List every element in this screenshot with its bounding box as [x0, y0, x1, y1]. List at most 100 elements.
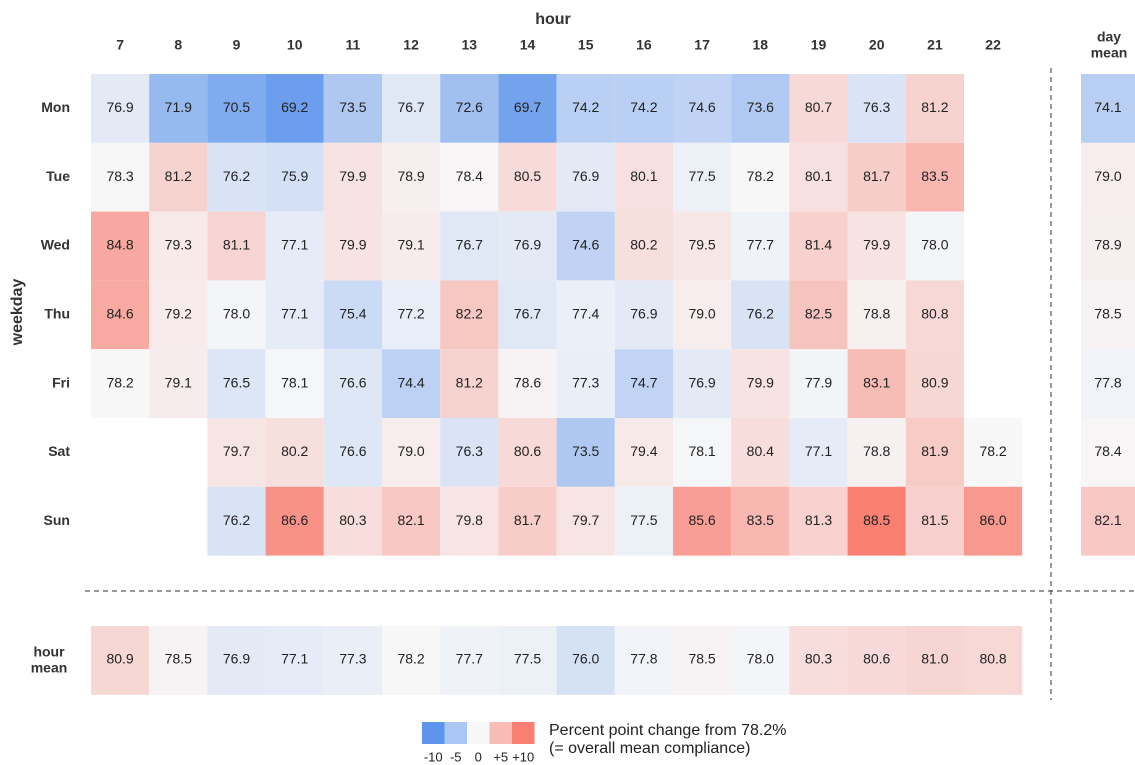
heatmap-cell: [673, 142, 732, 212]
cell-label: 73.5: [339, 99, 366, 115]
x-tick-label: 12: [403, 37, 419, 53]
cell-label: 81.3: [805, 512, 832, 528]
cell-label: 78.8: [863, 443, 890, 459]
cell-label: 82.1: [397, 512, 424, 528]
col-summary-cell: [323, 626, 382, 695]
col-summary-cell: [847, 626, 906, 695]
cell-label: 77.9: [805, 374, 832, 390]
cell-label: 78.6: [514, 374, 541, 390]
col-summary-cell: [673, 626, 732, 695]
col-summary-label: 80.3: [805, 651, 832, 667]
y-tick-label: Wed: [41, 237, 70, 253]
heatmap-cell: [789, 349, 848, 418]
cell-label: 74.2: [630, 99, 657, 115]
cell-label: 79.7: [223, 443, 250, 459]
heatmap-cell: [498, 74, 557, 143]
legend-tick-label: +5: [493, 749, 508, 764]
heatmap-cell: [265, 280, 324, 350]
legend-swatch: [489, 722, 512, 744]
heatmap-cell: [905, 349, 964, 418]
heatmap-cell: [149, 142, 208, 212]
legend-title: Percent point change from 78.2%: [549, 722, 786, 739]
cell-label: 77.4: [572, 306, 599, 322]
cell-label: 81.2: [165, 168, 192, 184]
heatmap-cell: [731, 211, 790, 281]
cell-label: 76.2: [223, 168, 250, 184]
col-summary-cell: [265, 626, 324, 695]
x-tick-label: 13: [462, 37, 478, 53]
col-summary-cell: [614, 626, 673, 695]
heatmap-cell: [905, 211, 964, 281]
cell-label: 80.1: [805, 168, 832, 184]
x-tick-label: 18: [753, 37, 769, 53]
row-summary-label: 78.9: [1094, 237, 1121, 253]
heatmap-cell: [556, 280, 615, 350]
cell-label: 80.2: [281, 443, 308, 459]
row-summary-label: mean: [1091, 45, 1128, 61]
cell-label: 78.1: [688, 443, 715, 459]
cell-label: 76.7: [456, 237, 483, 253]
heatmap-cell: [556, 74, 615, 143]
cell-label: 79.1: [165, 374, 192, 390]
heatmap-cell: [207, 142, 266, 212]
heatmap-cell: [789, 211, 848, 281]
col-summary-label: 80.9: [106, 651, 133, 667]
row-summary-label: 82.1: [1094, 512, 1121, 528]
heatmap-cell: [323, 486, 382, 556]
heatmap-cell: [847, 418, 906, 487]
cell-label: 74.6: [572, 237, 599, 253]
cell-label: 77.5: [630, 512, 657, 528]
x-tick-label: 16: [636, 37, 652, 53]
cell-label: 81.9: [921, 443, 948, 459]
cell-label: 74.6: [688, 99, 715, 115]
cell-label: 74.7: [630, 374, 657, 390]
x-tick-label: 7: [116, 37, 124, 53]
heatmap-cell: [265, 74, 324, 143]
heatmap-cell: [905, 418, 964, 487]
y-tick-label: Fri: [52, 374, 70, 390]
cell-label: 79.8: [456, 512, 483, 528]
cell-label: 88.5: [863, 512, 890, 528]
cell-label: 81.1: [223, 237, 250, 253]
x-tick-label: 17: [694, 37, 710, 53]
heatmap-cell: [440, 280, 499, 350]
heatmap-cell: [556, 142, 615, 212]
col-summary-cell: [905, 626, 964, 695]
row-summary-cell: [1081, 280, 1135, 350]
heatmap-cell: [614, 74, 673, 143]
legend-swatch: [422, 722, 445, 744]
heatmap-cell: [847, 211, 906, 281]
legend-swatch: [467, 722, 490, 744]
heatmap-cell: [789, 74, 848, 143]
cell-label: 82.2: [456, 306, 483, 322]
legend-title: (= overall mean compliance): [549, 740, 750, 757]
heatmap-cell: [731, 349, 790, 418]
cell-label: 76.9: [572, 168, 599, 184]
cell-label: 86.6: [281, 512, 308, 528]
cell-label: 76.9: [688, 374, 715, 390]
cell-label: 79.1: [397, 237, 424, 253]
heatmap-cell: [673, 280, 732, 350]
heatmap-cell: [382, 211, 441, 281]
cell-label: 78.9: [397, 168, 424, 184]
y-axis-title: weekday: [9, 279, 26, 347]
cell-label: 70.5: [223, 99, 250, 115]
cell-label: 81.2: [456, 374, 483, 390]
heatmap-cell: [207, 280, 266, 350]
cell-label: 79.0: [688, 306, 715, 322]
row-summary-cell: [1081, 418, 1135, 487]
heatmap-cell: [964, 486, 1023, 556]
cell-label: 84.8: [106, 237, 133, 253]
cell-label: 80.5: [514, 168, 541, 184]
cell-label: 80.6: [514, 443, 541, 459]
heatmap-cell: [207, 74, 266, 143]
cell-label: 76.9: [630, 306, 657, 322]
heatmap-cell: [905, 74, 964, 143]
row-summary-cell: [1081, 142, 1135, 212]
heatmap-cell: [91, 211, 150, 281]
heatmap-cell: [382, 486, 441, 556]
cell-label: 76.3: [863, 99, 890, 115]
heatmap-cell: [149, 280, 208, 350]
heatmap-cell: [731, 74, 790, 143]
heatmap-cell: [265, 486, 324, 556]
